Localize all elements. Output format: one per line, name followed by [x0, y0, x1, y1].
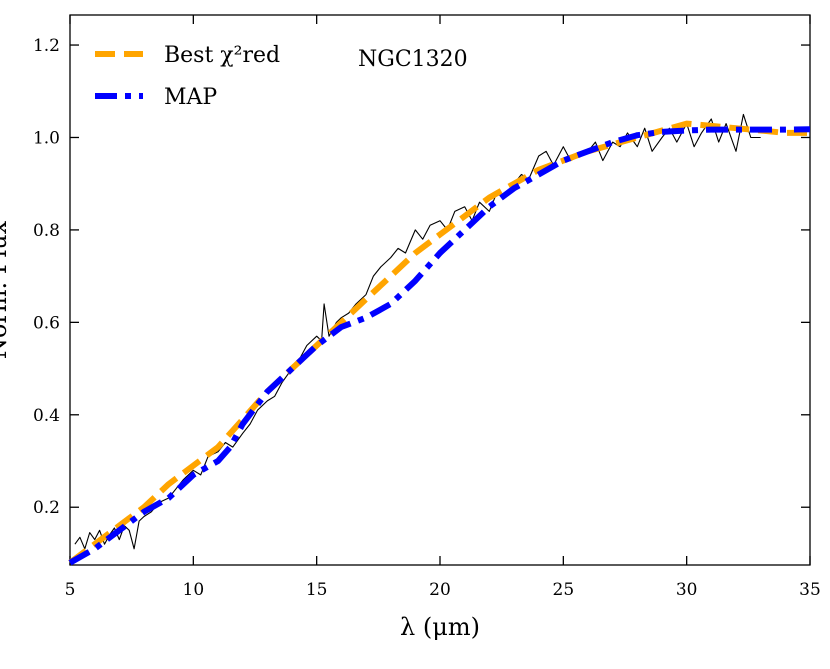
legend: Best χ²red MAP: [95, 43, 280, 110]
series-line-1: [68, 120, 810, 566]
x-tick-label: 35: [799, 580, 821, 600]
x-tick-label: 30: [676, 580, 698, 600]
series-line-0: [74, 113, 761, 550]
x-tick-label: 20: [429, 580, 451, 600]
legend-label: Best χ²red: [164, 43, 280, 68]
y-tick-label: 1.0: [33, 128, 60, 148]
y-tick-label: 1.2: [33, 36, 60, 56]
y-tick-label: 0.2: [33, 498, 60, 518]
y-axis-label: Norm. Flux: [0, 220, 12, 359]
axis-tick-labels: 5 10 15 20 25 30 35 0.2 0.4 0.6 0.8 1.0 1.2: [33, 36, 821, 600]
x-tick-label: 10: [183, 580, 205, 600]
y-tick-label: 0.6: [33, 313, 60, 333]
axis-ticks: [69, 15, 811, 565]
x-axis-label: λ (μm): [400, 613, 480, 641]
series-layer: [68, 113, 811, 566]
y-tick-label: 0.8: [33, 221, 60, 241]
y-tick-label: 0.4: [33, 406, 60, 426]
x-tick-label: 15: [306, 580, 328, 600]
annotation-label: NGC1320: [358, 47, 468, 72]
x-tick-label: 25: [553, 580, 575, 600]
series-line-2: [68, 126, 811, 566]
x-tick-label: 5: [65, 580, 76, 600]
legend-label: MAP: [164, 85, 217, 110]
